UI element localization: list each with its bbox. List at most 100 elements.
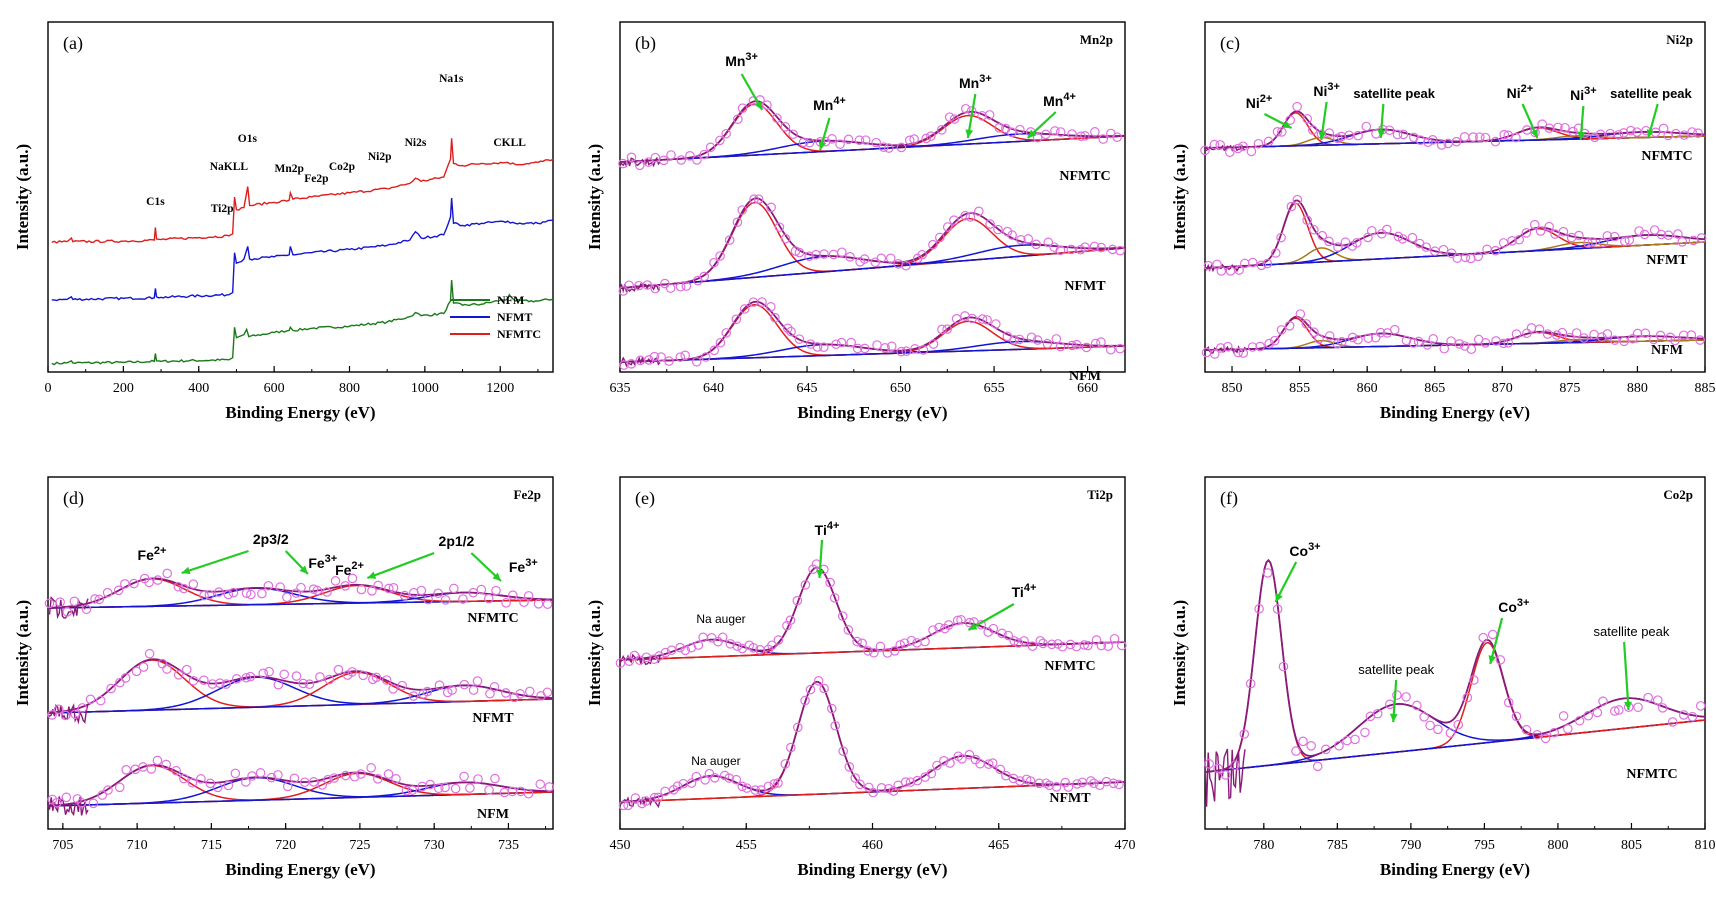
raw-data-point <box>468 587 479 598</box>
raw-data-point <box>323 774 333 785</box>
raw-data-point <box>1200 145 1210 156</box>
raw-data-point <box>808 564 818 575</box>
arrow-head <box>367 571 377 579</box>
raw-data-point <box>896 346 907 357</box>
raw-data-point <box>997 628 1007 639</box>
raw-data-point <box>1475 132 1485 142</box>
raw-data-point <box>1473 251 1483 262</box>
arrow-icon <box>818 117 831 151</box>
peak-label: Ni3+ <box>1570 85 1597 103</box>
raw-data-point <box>629 650 640 661</box>
raw-data-point <box>965 212 976 222</box>
raw-data-point <box>653 792 664 803</box>
raw-data-point <box>769 779 780 789</box>
raw-data-point <box>1360 727 1370 738</box>
x-tick-label: 720 <box>275 838 296 853</box>
raw-data-point <box>780 233 791 244</box>
group-label: 2p1/2 <box>439 533 475 549</box>
raw-data-point <box>1035 635 1046 646</box>
raw-data-point <box>937 324 947 335</box>
raw-data-point <box>425 779 435 790</box>
series-line-nfmtc <box>51 138 554 244</box>
raw-data-point <box>1564 332 1575 343</box>
raw-data-point <box>1670 335 1680 346</box>
raw-data-point <box>1439 343 1450 354</box>
raw-data-point <box>699 271 710 282</box>
raw-data-point <box>780 122 791 132</box>
raw-data-point <box>1063 782 1074 792</box>
raw-data-point <box>825 577 835 588</box>
raw-data-point <box>829 593 840 603</box>
raw-data-point <box>675 281 686 292</box>
raw-data-point <box>97 790 108 800</box>
raw-data-point <box>55 597 65 607</box>
raw-data-point <box>1446 248 1457 259</box>
raw-data-point <box>1032 132 1043 143</box>
raw-data-point <box>433 783 444 794</box>
raw-data-point <box>330 576 341 586</box>
raw-data-point <box>1324 331 1335 341</box>
raw-data-point <box>782 323 793 334</box>
raw-data-point <box>1115 245 1125 256</box>
raw-data-point <box>94 594 105 605</box>
raw-data-point <box>819 342 829 352</box>
raw-data-point <box>1090 127 1100 137</box>
raw-data-point <box>347 573 358 584</box>
raw-data-point <box>1526 323 1537 333</box>
raw-data-point <box>1312 761 1323 772</box>
raw-data-point <box>838 746 849 756</box>
raw-data-point <box>1034 778 1045 789</box>
raw-data-point <box>465 783 475 793</box>
raw-data-point <box>199 590 209 601</box>
raw-data-point <box>804 137 815 148</box>
raw-data-point <box>1332 339 1343 349</box>
raw-data-point <box>880 342 890 353</box>
raw-data-point <box>774 222 785 232</box>
raw-data-point <box>1487 629 1498 640</box>
peak-annotation: Mn2p <box>274 163 303 175</box>
raw-data-point <box>1352 237 1362 248</box>
raw-data-point <box>896 142 907 153</box>
x-tick-label: 455 <box>736 838 757 853</box>
raw-data-point <box>753 194 764 204</box>
raw-data-point <box>1105 344 1116 355</box>
legend-label: NFMTC <box>497 327 541 341</box>
raw-data-point <box>1115 343 1125 354</box>
raw-data-point <box>1272 127 1283 137</box>
raw-data-point <box>52 797 62 808</box>
raw-data-point <box>1225 147 1235 158</box>
x-tick-label: 650 <box>890 381 911 396</box>
x-tick-label: 465 <box>988 838 1009 853</box>
raw-data-point <box>223 589 234 600</box>
raw-data-point <box>626 152 637 163</box>
raw-data-point <box>878 142 889 153</box>
raw-data-point <box>1055 127 1066 137</box>
raw-data-point <box>81 604 92 615</box>
raw-data-point <box>788 129 798 140</box>
raw-data-point <box>827 134 837 144</box>
raw-data-point <box>763 781 774 792</box>
raw-data-point <box>120 673 131 683</box>
raw-data-point <box>205 778 216 789</box>
raw-data-point <box>1657 703 1668 713</box>
panel-label: (d) <box>63 488 84 509</box>
raw-data-point <box>340 581 351 591</box>
raw-data-point <box>1347 332 1358 343</box>
x-tick-label: 1000 <box>411 381 439 396</box>
raw-data-point <box>905 777 916 787</box>
raw-data-point <box>643 157 654 167</box>
raw-data-point <box>508 590 518 601</box>
series-line-nfm <box>51 279 554 366</box>
raw-data-point <box>855 779 865 790</box>
raw-data-point <box>1108 778 1119 789</box>
raw-data-point <box>1392 129 1403 140</box>
x-tick-label: 790 <box>1400 838 1421 853</box>
raw-data-point <box>641 796 651 806</box>
raw-data-point <box>1027 641 1038 652</box>
raw-data-point <box>1291 746 1301 756</box>
panel-d: 705 710 715 720 725 730 735 Binding Energy (eV)… <box>13 476 555 879</box>
raw-data-point <box>1507 236 1517 246</box>
raw-data-point <box>1587 237 1598 247</box>
raw-data-point <box>649 654 659 665</box>
raw-data-point <box>188 579 199 589</box>
